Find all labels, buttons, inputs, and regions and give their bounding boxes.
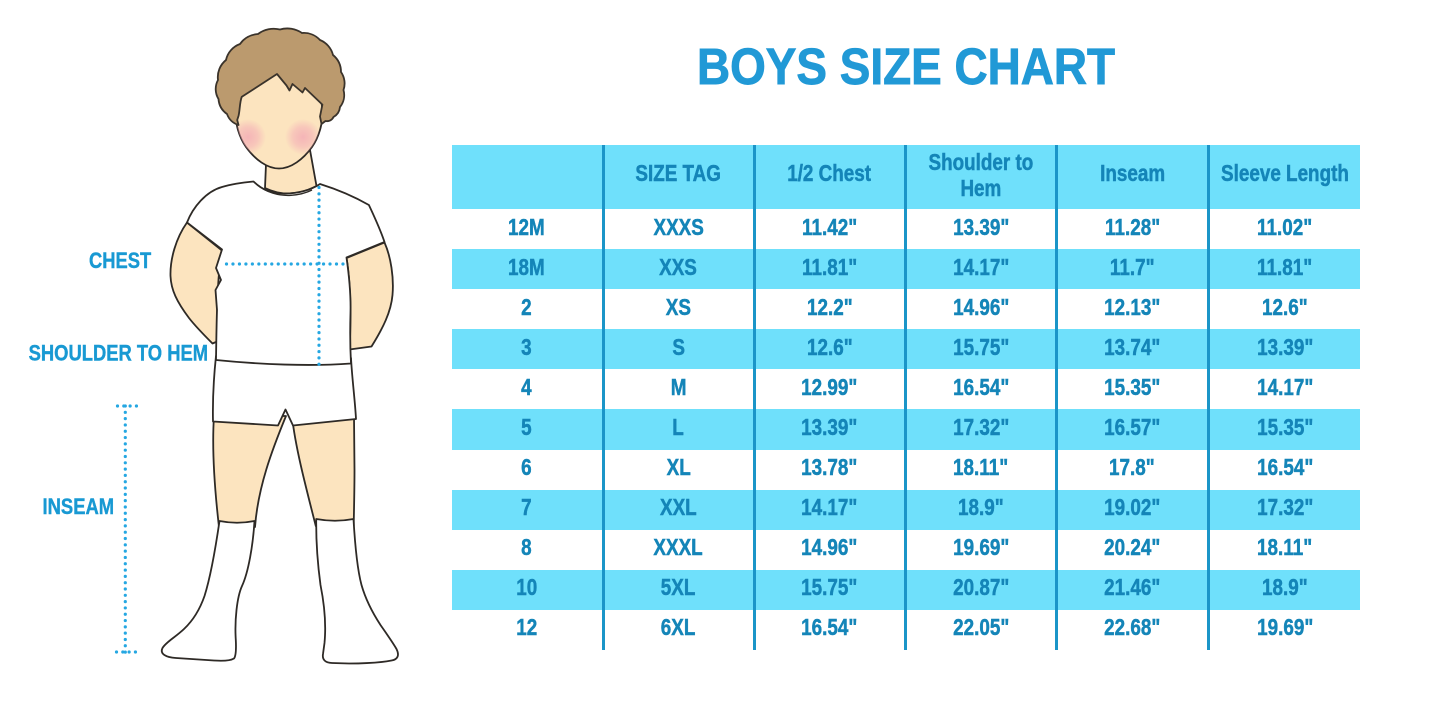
svg-text:SHOULDER TO HEM: SHOULDER TO HEM [29, 341, 209, 366]
svg-text:CHEST: CHEST [89, 248, 152, 273]
svg-text:BOYS SIZE CHART: BOYS SIZE CHART [697, 38, 1115, 95]
svg-text:INSEAM: INSEAM [43, 494, 115, 519]
